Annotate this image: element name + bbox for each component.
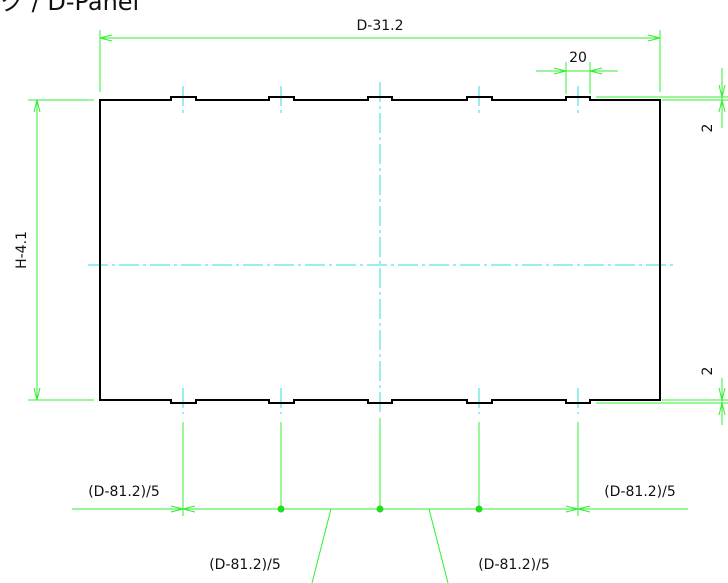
notch-width-label: 20 <box>569 50 587 66</box>
panel-outline <box>99 96 661 404</box>
dimension-dot <box>475 505 483 513</box>
notch-width-dimension: 20 <box>536 50 618 94</box>
spacing-dimension-chain: (D-81.2)/5 (D-81.2)/5 (D-81.2)/5 (D-81.2… <box>72 418 688 583</box>
bottom-notch-depth-label: 2 <box>700 367 716 376</box>
height-dimension: H-4.1 <box>14 99 94 401</box>
top-notch-depth-dimension: 2 <box>596 68 728 132</box>
dimension-dot <box>277 505 285 513</box>
inner-spacing-left-label: (D-81.2)/5 <box>209 557 281 573</box>
center-lines <box>88 82 675 415</box>
left-spacing-label: (D-81.2)/5 <box>88 484 160 500</box>
overall-width-dimension: D-31.2 <box>99 18 661 92</box>
leader-line-left <box>311 508 332 583</box>
right-spacing-label: (D-81.2)/5 <box>604 484 676 500</box>
bottom-notch-depth-dimension: 2 <box>596 367 728 425</box>
leader-line-right <box>428 508 449 583</box>
inner-spacing-right-label: (D-81.2)/5 <box>478 557 550 573</box>
overall-width-label: D-31.2 <box>356 18 403 34</box>
height-label: H-4.1 <box>14 231 30 269</box>
top-notch-depth-label: 2 <box>700 124 716 133</box>
dimension-dot <box>376 505 384 513</box>
drawing-title: ク / D-Panel <box>0 0 139 16</box>
